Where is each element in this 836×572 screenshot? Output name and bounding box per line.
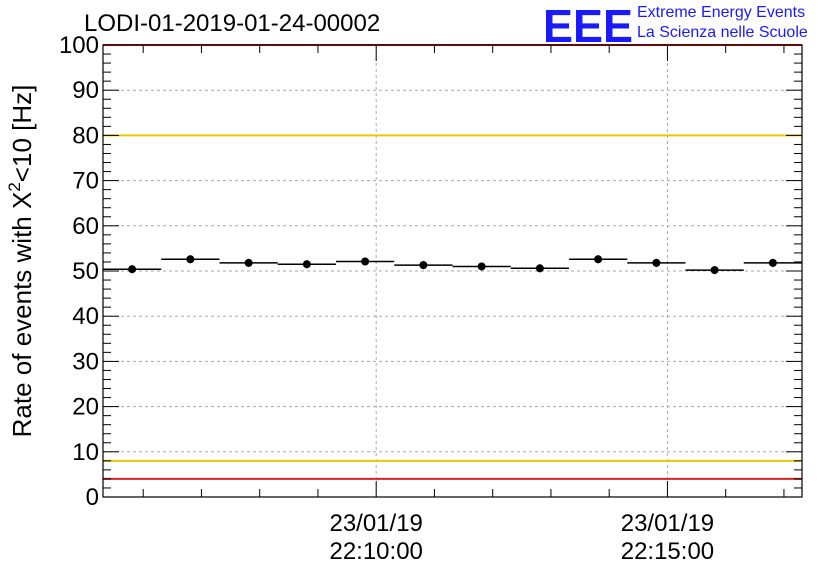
y-tick-label: 70 xyxy=(72,168,99,195)
data-point xyxy=(419,261,428,270)
data-point xyxy=(477,262,486,271)
y-tick-label: 30 xyxy=(72,348,99,375)
data-point xyxy=(535,264,544,273)
y-axis-label: Rate of events with X2<10 [Hz] xyxy=(5,85,37,438)
y-tick-label: 20 xyxy=(72,394,99,421)
y-tick-label: 50 xyxy=(72,258,99,285)
y-tick-label: 10 xyxy=(72,439,99,466)
y-axis-label-part: Rate of events with X xyxy=(7,192,37,438)
y-tick-label: 60 xyxy=(72,213,99,240)
data-point xyxy=(768,258,777,267)
y-tick-label: 90 xyxy=(72,77,99,104)
logo-line-1: Extreme Energy Events xyxy=(637,4,806,21)
y-axis-label-superscript: 2 xyxy=(5,182,24,191)
x-tick-label-date: 23/01/19 xyxy=(329,510,422,537)
y-tick-label: 0 xyxy=(86,484,99,511)
data-point xyxy=(302,260,311,269)
y-tick-label: 100 xyxy=(59,32,99,59)
data-point xyxy=(710,266,719,275)
data-point xyxy=(652,258,661,267)
chart-title: LODI-01-2019-01-24-00002 xyxy=(84,10,381,37)
x-tick-label-time: 22:10:00 xyxy=(329,538,422,565)
eee-logo: EEE xyxy=(543,2,633,46)
data-point xyxy=(244,258,253,267)
y-tick-label: 40 xyxy=(72,303,99,330)
eee-logo-mark: EEE xyxy=(543,2,633,46)
data-point xyxy=(186,255,195,264)
logo-line-2: La Scienza nelle Scuole xyxy=(637,24,808,41)
x-tick-label-date: 23/01/19 xyxy=(621,510,714,537)
y-axis-label-part: <10 [Hz] xyxy=(7,85,37,183)
x-tick-label-time: 22:15:00 xyxy=(621,538,714,565)
data-point xyxy=(128,265,137,274)
data-point xyxy=(594,255,603,264)
y-tick-label: 80 xyxy=(72,122,99,149)
data-point xyxy=(361,257,370,266)
